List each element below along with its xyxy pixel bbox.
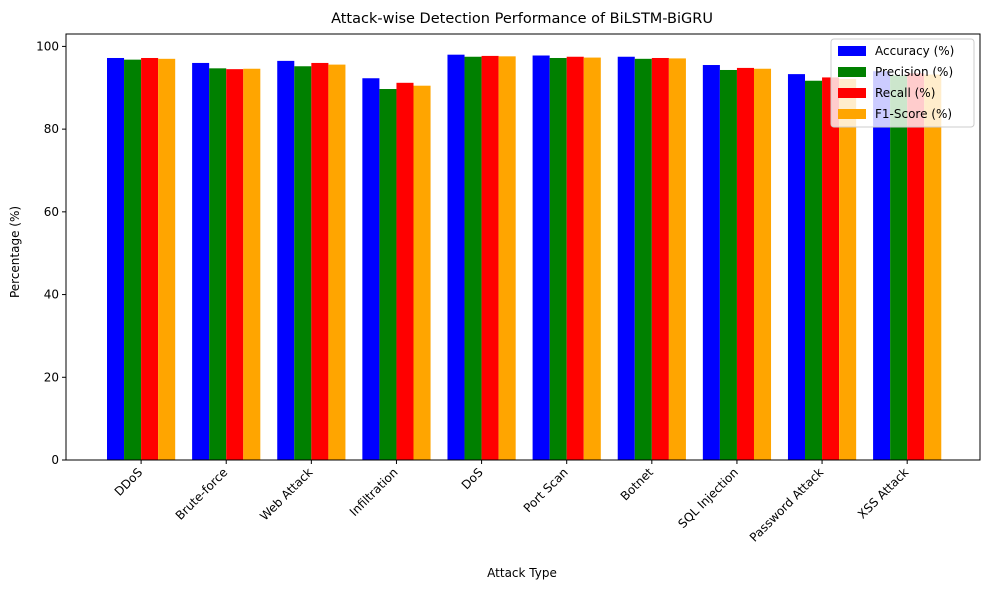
legend-swatch	[838, 88, 866, 98]
bar	[328, 64, 346, 460]
legend-swatch	[838, 46, 866, 56]
bar	[498, 56, 516, 460]
bar	[107, 57, 125, 461]
bar	[924, 74, 942, 460]
bar	[464, 56, 482, 461]
bar	[839, 79, 857, 461]
bar	[141, 57, 159, 461]
legend-swatch	[838, 109, 866, 119]
y-axis: 0 20 40 60 80 100	[36, 39, 66, 467]
bar	[702, 65, 720, 461]
legend-swatch	[838, 67, 866, 77]
bar	[583, 57, 601, 460]
bar	[805, 80, 823, 460]
y-tick-label: 100	[36, 39, 59, 53]
bars-group	[107, 54, 942, 461]
y-tick-label: 80	[44, 122, 59, 136]
bar	[209, 68, 227, 460]
bar	[736, 67, 754, 461]
bar	[481, 55, 499, 461]
bar	[362, 78, 380, 461]
bar	[907, 73, 925, 460]
legend-entry: Recall (%)	[875, 86, 935, 100]
bar	[890, 75, 908, 460]
plot-frame	[65, 33, 981, 461]
x-axis-label: Attack Type	[487, 566, 557, 580]
bar	[447, 54, 465, 460]
legend: Accuracy (%) Precision (%) Recall (%) F1-Sc…	[830, 38, 975, 128]
bar	[413, 85, 431, 460]
bar	[277, 60, 295, 461]
bar	[532, 55, 550, 460]
bar	[396, 82, 414, 460]
y-tick-label: 40	[44, 288, 59, 302]
bar	[634, 58, 652, 461]
bar	[311, 62, 329, 461]
legend-entry: F1-Score (%)	[875, 107, 952, 121]
legend-entry: Precision (%)	[875, 65, 953, 79]
bar	[124, 59, 142, 460]
bar	[379, 89, 397, 461]
bar	[822, 77, 840, 460]
y-tick-label: 0	[51, 453, 59, 467]
bar	[651, 57, 669, 461]
bar	[294, 66, 312, 460]
bar	[243, 68, 261, 460]
bar	[226, 69, 244, 461]
bar	[158, 58, 176, 461]
bar	[192, 62, 210, 461]
legend-entry: Accuracy (%)	[875, 44, 954, 58]
bar	[753, 68, 772, 460]
y-tick-label: 20	[44, 370, 59, 384]
bar	[719, 69, 737, 461]
bar	[549, 57, 567, 461]
bar	[873, 71, 891, 460]
bar	[787, 74, 806, 461]
bar	[566, 56, 584, 461]
chart-title: Attack-wise Detection Performance of BiL…	[331, 11, 713, 27]
y-tick-label: 60	[44, 205, 59, 219]
bar	[668, 58, 686, 460]
y-axis-label: Percentage (%)	[8, 206, 22, 298]
legend-box	[830, 38, 975, 128]
bar	[617, 56, 635, 461]
